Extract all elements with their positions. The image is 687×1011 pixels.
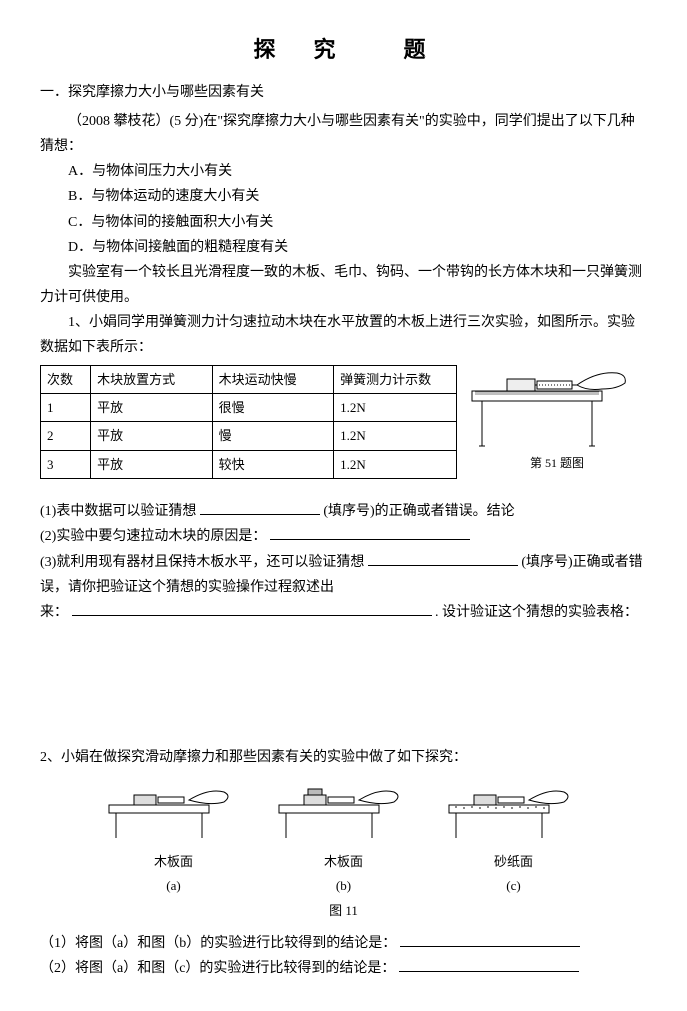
cell: 1.2N xyxy=(334,394,457,422)
fig-b-label: 木板面 xyxy=(324,854,363,869)
q2-2-text: （2）将图（a）和图（c）的实验进行比较得到的结论是： xyxy=(40,961,395,976)
q2-text: (2)实验中要匀速拉动木块的原因是： xyxy=(40,529,266,544)
blank-input[interactable] xyxy=(72,601,432,616)
q1-text: (1)表中数据可以验证猜想 xyxy=(40,504,196,519)
q2-1-text: （1）将图（a）和图（b）的实验进行比较得到的结论是： xyxy=(40,936,396,951)
paragraph-2-heading: 2、小娟在做探究滑动摩擦力和那些因素有关的实验中做了如下探究： xyxy=(40,745,647,770)
question-2: (2)实验中要匀速拉动木块的原因是： xyxy=(40,524,647,549)
option-d: D．与物体间接触面的粗糙程度有关 xyxy=(40,235,647,260)
figure-11-row: 木板面 (a) 木板面 (b) xyxy=(40,780,647,897)
cell: 较快 xyxy=(212,450,334,478)
blank-input[interactable] xyxy=(200,500,320,515)
fig-b-sub: (b) xyxy=(336,878,351,893)
blank-input[interactable] xyxy=(270,525,470,540)
table-row: 1 平放 很慢 1.2N xyxy=(41,394,457,422)
q3a-text: (3)就利用现有器材且保持木板水平，还可以验证猜想 xyxy=(40,555,364,570)
setup-a-icon xyxy=(104,780,244,850)
question-1: (1)表中数据可以验证猜想 (填序号)的正确或者错误。结论 xyxy=(40,499,647,524)
figure-a: 木板面 (a) xyxy=(104,780,244,897)
cell: 3 xyxy=(41,450,91,478)
spacer xyxy=(40,625,647,745)
blank-input[interactable] xyxy=(400,932,580,947)
blank-input[interactable] xyxy=(368,551,518,566)
table-row: 3 平放 较快 1.2N xyxy=(41,450,457,478)
experiment-setup-icon xyxy=(467,361,647,451)
question-2-2: （2）将图（a）和图（c）的实验进行比较得到的结论是： xyxy=(40,956,647,981)
setup-c-icon xyxy=(444,780,584,850)
cell: 慢 xyxy=(212,422,334,450)
table-header-row: 次数 木块放置方式 木块运动快慢 弹簧测力计示数 xyxy=(41,365,457,393)
th-col1: 次数 xyxy=(41,365,91,393)
question-2-1: （1）将图（a）和图（b）的实验进行比较得到的结论是： xyxy=(40,931,647,956)
figure-c: 砂纸面 (c) xyxy=(444,780,584,897)
setup-b-icon xyxy=(274,780,414,850)
th-col2: 木块放置方式 xyxy=(91,365,213,393)
fig-c-label: 砂纸面 xyxy=(494,854,533,869)
option-a: A．与物体间压力大小有关 xyxy=(40,159,647,184)
figure-b: 木板面 (b) xyxy=(274,780,414,897)
cell: 1.2N xyxy=(334,422,457,450)
experiment-table: 次数 木块放置方式 木块运动快慢 弹簧测力计示数 1 平放 很慢 1.2N 2 … xyxy=(40,365,457,480)
fig-c-sub: (c) xyxy=(506,878,520,893)
question-3c: 来： . 设计验证这个猜想的实验表格： xyxy=(40,600,647,625)
equipment-text: 实验室有一个较长且光滑程度一致的木板、毛巾、钩码、一个带钩的长方体木块和一只弹簧… xyxy=(40,260,647,310)
figure-11-caption: 图 11 xyxy=(40,899,647,922)
page-title: 探 究 题 xyxy=(40,30,647,70)
cell: 平放 xyxy=(91,422,213,450)
intro-text: （2008 攀枝花）(5 分)在"探究摩擦力大小与哪些因素有关"的实验中，同学们… xyxy=(40,109,647,159)
cell: 2 xyxy=(41,422,91,450)
th-col4: 弹簧测力计示数 xyxy=(334,365,457,393)
q1-tail: (填序号)的正确或者错误。结论 xyxy=(323,504,514,519)
blank-input[interactable] xyxy=(399,957,579,972)
figure-51: 第 51 题图 xyxy=(467,361,647,475)
q3c-text: 来： xyxy=(40,605,68,620)
paragraph-1: 1、小娟同学用弹簧测力计匀速拉动木块在水平放置的木板上进行三次实验，如图所示。实… xyxy=(40,310,647,360)
cell: 1 xyxy=(41,394,91,422)
th-col3: 木块运动快慢 xyxy=(212,365,334,393)
q3d-text: . 设计验证这个猜想的实验表格： xyxy=(435,605,638,620)
cell: 平放 xyxy=(91,394,213,422)
option-b: B．与物体运动的速度大小有关 xyxy=(40,184,647,209)
cell: 平放 xyxy=(91,450,213,478)
cell: 很慢 xyxy=(212,394,334,422)
cell: 1.2N xyxy=(334,450,457,478)
figure-51-caption: 第 51 题图 xyxy=(530,456,584,470)
question-3a: (3)就利用现有器材且保持木板水平，还可以验证猜想 (填序号)正确或者错误，请你… xyxy=(40,550,647,600)
fig-a-sub: (a) xyxy=(166,878,180,893)
table-and-figure-row: 次数 木块放置方式 木块运动快慢 弹簧测力计示数 1 平放 很慢 1.2N 2 … xyxy=(40,361,647,480)
fig-a-label: 木板面 xyxy=(154,854,193,869)
table-row: 2 平放 慢 1.2N xyxy=(41,422,457,450)
section-heading: 一．探究摩擦力大小与哪些因素有关 xyxy=(40,80,647,105)
option-c: C．与物体间的接触面积大小有关 xyxy=(40,210,647,235)
